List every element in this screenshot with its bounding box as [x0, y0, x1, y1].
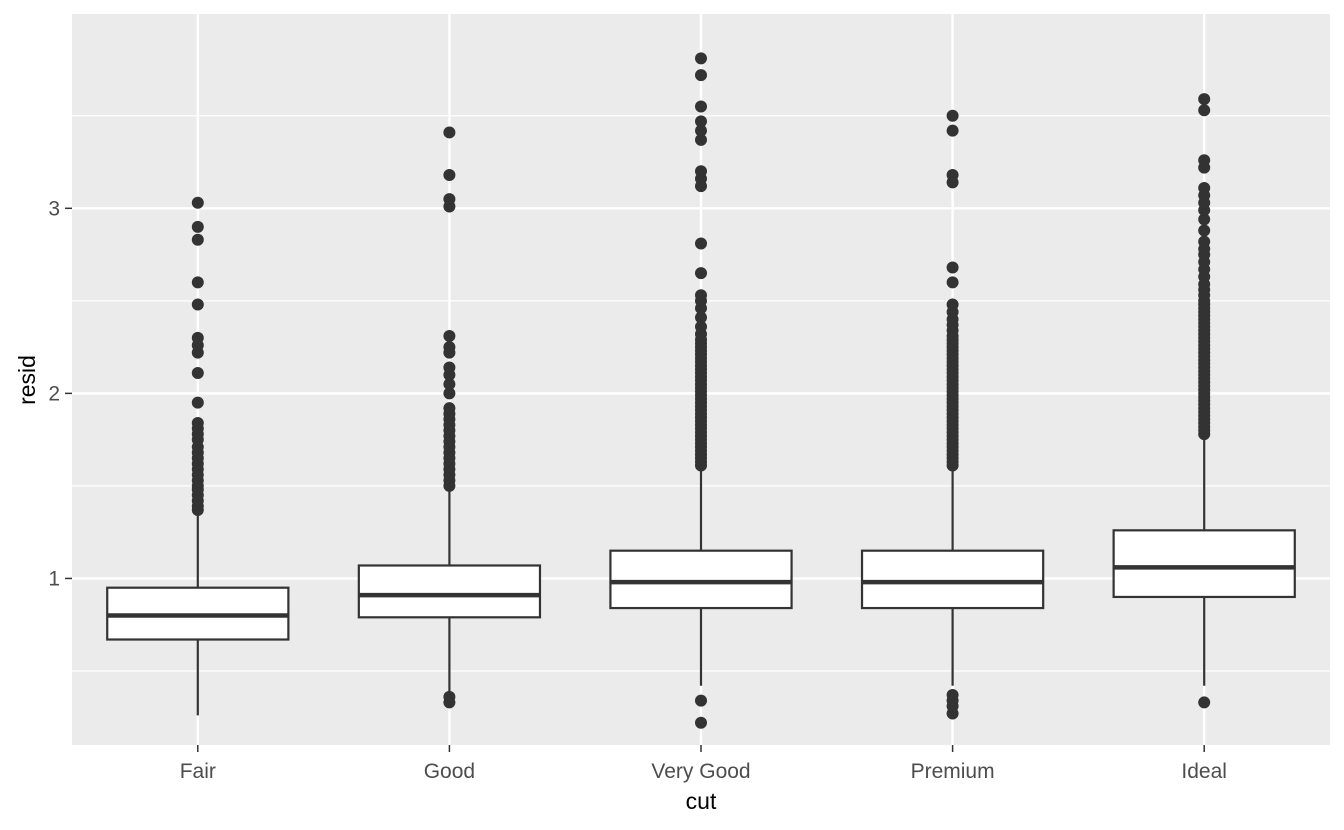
- outlier-point: [443, 341, 456, 354]
- outlier-point: [695, 124, 707, 137]
- boxes: [106, 52, 1296, 729]
- box-iqr: [1112, 529, 1296, 599]
- outlier-point: [191, 367, 204, 380]
- outlier-point: [443, 402, 456, 415]
- outlier-point: [695, 237, 707, 250]
- outlier-point: [191, 233, 204, 246]
- outlier-point: [443, 690, 456, 703]
- outlier-point: [1198, 181, 1211, 194]
- box-iqr: [609, 549, 793, 610]
- outlier-point: [695, 115, 707, 128]
- outlier-point: [191, 298, 204, 311]
- outlier-point: [695, 267, 707, 280]
- outlier-point: [946, 169, 959, 182]
- outlier-point: [1198, 696, 1211, 709]
- outlier-point: [1198, 224, 1211, 237]
- outlier-point: [946, 276, 959, 289]
- box-good: [357, 126, 542, 709]
- outlier-point: [695, 320, 707, 333]
- y-tick-label: 3: [48, 197, 60, 220]
- outlier-point: [1198, 93, 1211, 106]
- outlier-point: [695, 165, 707, 178]
- outlier-point: [946, 124, 959, 137]
- outlier-point: [695, 100, 707, 113]
- outlier-point: [443, 126, 456, 139]
- outlier-point: [443, 193, 456, 206]
- x-tick-label: Fair: [180, 760, 216, 783]
- x-axis-title: cut: [686, 788, 717, 814]
- x-axis: Fair Good Very Good Premium Ideal: [180, 745, 1227, 783]
- outlier-point: [191, 276, 204, 289]
- outlier-point: [191, 396, 204, 409]
- box-premium: [860, 109, 1045, 720]
- outlier-point: [695, 289, 707, 302]
- outlier-point: [695, 133, 707, 146]
- box-fair: [106, 196, 290, 716]
- outlier-point: [443, 361, 456, 374]
- y-axis-title: resid: [14, 355, 40, 405]
- y-tick-label: 2: [48, 382, 60, 405]
- outlier-point: [191, 331, 204, 344]
- outlier-point: [1198, 213, 1211, 226]
- outlier-point: [443, 387, 456, 400]
- x-tick-label: Very Good: [651, 760, 750, 783]
- outlier-point: [946, 298, 959, 311]
- outlier-point: [191, 220, 204, 233]
- box-iqr: [860, 549, 1045, 610]
- outlier-point: [191, 416, 204, 429]
- box-ideal: [1112, 93, 1296, 709]
- outlier-point: [1198, 154, 1211, 167]
- outlier-point: [946, 689, 959, 702]
- outlier-point: [695, 69, 707, 82]
- x-tick-label: Ideal: [1181, 760, 1227, 783]
- x-tick-label: Good: [424, 760, 475, 783]
- outlier-point: [695, 52, 707, 65]
- outlier-point: [191, 196, 204, 209]
- outlier-point: [946, 109, 959, 122]
- outlier-point: [1198, 104, 1211, 117]
- outlier-point: [443, 378, 456, 391]
- box-iqr: [357, 564, 542, 619]
- box-very-good: [609, 52, 793, 729]
- x-tick-label: Premium: [911, 760, 995, 783]
- y-tick-label: 1: [48, 567, 60, 590]
- outlier-point: [443, 330, 456, 343]
- outlier-point: [443, 169, 456, 182]
- outlier-point: [695, 694, 707, 707]
- outlier-point: [695, 311, 707, 324]
- outlier-point: [1198, 235, 1211, 248]
- outlier-point: [695, 716, 707, 729]
- y-axis: 1 2 3: [48, 197, 72, 590]
- outlier-point: [946, 261, 959, 274]
